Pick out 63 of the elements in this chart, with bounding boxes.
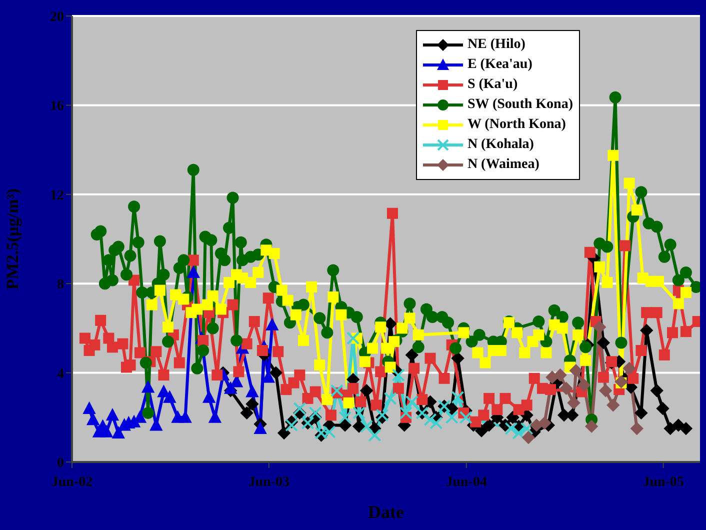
point <box>163 390 176 403</box>
point <box>630 422 644 436</box>
point <box>451 352 464 365</box>
point <box>202 390 216 403</box>
point <box>86 412 100 426</box>
point <box>577 378 591 392</box>
point <box>560 382 573 396</box>
point <box>679 422 693 436</box>
legend-label: W (North Kona) <box>467 117 566 133</box>
point <box>82 401 96 414</box>
y-tick-label: 12 <box>50 188 64 204</box>
point <box>538 416 552 430</box>
y-tick-label: 16 <box>50 99 64 114</box>
point <box>664 422 677 436</box>
x-tick-label: Jun-02 <box>51 474 93 490</box>
point <box>240 406 254 420</box>
point <box>352 420 366 433</box>
point <box>224 381 238 394</box>
x-tick-label: Jun-04 <box>446 474 488 490</box>
point <box>338 418 352 432</box>
point <box>656 402 670 416</box>
point <box>269 366 283 380</box>
point <box>208 410 222 423</box>
point <box>178 410 192 423</box>
point <box>593 320 606 334</box>
point <box>569 364 583 378</box>
point <box>522 430 536 444</box>
legend-label: N (Kohala) <box>467 137 534 153</box>
legend-label: N (Waimea) <box>467 157 540 173</box>
point <box>606 398 620 412</box>
point <box>277 426 291 440</box>
point <box>100 424 114 438</box>
point <box>596 336 610 350</box>
x-tick-label: Jun-05 <box>642 474 684 490</box>
legend-label: S (Ka'u) <box>467 77 518 93</box>
y-tick-label: 4 <box>57 366 64 382</box>
y-tick-label: 8 <box>57 278 64 293</box>
point <box>141 380 155 393</box>
y-tick-label: 20 <box>50 10 64 25</box>
point <box>640 324 654 338</box>
y-axis-title: PM2.5(μg/m³) <box>3 188 22 290</box>
point <box>482 418 496 432</box>
legend-label: E (Kea'au) <box>467 57 532 73</box>
point <box>474 424 488 438</box>
point <box>598 384 612 398</box>
point <box>246 397 259 411</box>
point <box>186 265 200 278</box>
y-tick-label: 0 <box>57 456 64 471</box>
point <box>622 362 636 375</box>
legend-label: NE (Hilo) <box>467 37 526 53</box>
point <box>266 318 279 330</box>
point <box>106 408 120 421</box>
point <box>567 396 580 410</box>
x-axis-title: Date <box>368 502 404 522</box>
point <box>584 420 598 433</box>
point <box>112 426 125 439</box>
point <box>634 406 648 420</box>
point <box>246 384 259 398</box>
legend-label: SW (South Kona) <box>467 97 573 113</box>
point <box>650 384 664 398</box>
x-tick-label: Jun-03 <box>248 474 290 490</box>
point <box>254 421 267 434</box>
point <box>554 368 567 382</box>
